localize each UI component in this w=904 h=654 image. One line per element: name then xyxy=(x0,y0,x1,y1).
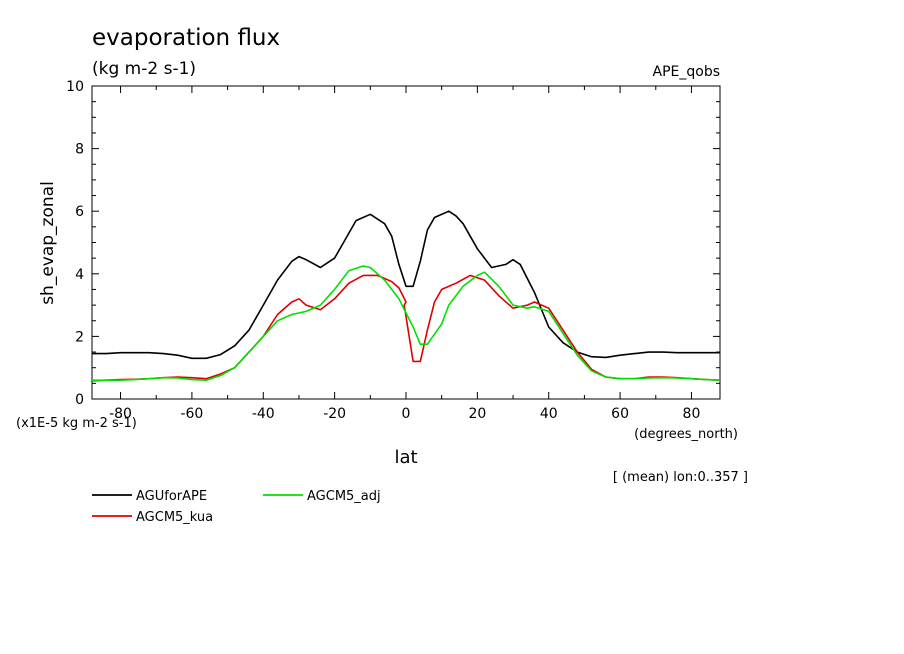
y-axis-label: sh_evap_zonal xyxy=(38,181,58,305)
y-tick-label: 4 xyxy=(75,267,84,283)
y-tick-label: 8 xyxy=(75,142,84,158)
footnote: [ (mean) lon:0..357 ] xyxy=(613,470,748,485)
legend-label: AGUforAPE xyxy=(136,489,207,504)
x-tick-label: 20 xyxy=(468,406,486,422)
x-tick-label: -20 xyxy=(323,406,346,422)
legend-label: AGCM5_adj xyxy=(307,489,381,504)
y-tick-label: 10 xyxy=(66,79,84,95)
x-tick-label: 40 xyxy=(540,406,558,422)
y-scale-note: (x1E-5 kg m-2 s-1) xyxy=(16,416,137,431)
dataset-label: APE_qobs xyxy=(653,64,721,80)
y-tick-label: 0 xyxy=(75,392,84,408)
series-lines xyxy=(91,210,721,382)
y-tick-label: 2 xyxy=(75,329,84,345)
legend: AGUforAPE AGCM5_kua AGCM5_adj xyxy=(92,489,381,525)
x-axis-units: (degrees_north) xyxy=(634,427,738,442)
x-tick-label: -40 xyxy=(252,406,275,422)
axis-ticks: -80 -60 -40 -20 0 20 40 60 80 0 2 4 6 8 10 xyxy=(66,79,720,422)
series-line-AGCM5_adj xyxy=(92,265,721,382)
x-axis-label: lat xyxy=(394,447,417,468)
plot-frame xyxy=(91,85,721,400)
x-tick-label: 80 xyxy=(683,406,701,422)
x-tick-label: 0 xyxy=(402,406,411,422)
plot-area: -80 -60 -40 -20 0 20 40 60 80 0 2 4 6 8 10 xyxy=(66,79,721,422)
x-tick-label: -80 xyxy=(109,406,132,422)
series-line-AGCM5_kua xyxy=(91,274,721,382)
y-tick-label: 6 xyxy=(75,204,84,220)
chart-title: evaporation flux xyxy=(92,25,280,51)
legend-label: AGCM5_kua xyxy=(136,510,213,525)
series-line-AGUforAPE xyxy=(92,210,720,360)
chart-units: (kg m-2 s-1) xyxy=(92,59,196,79)
x-tick-label: 60 xyxy=(611,406,629,422)
x-tick-label: -60 xyxy=(180,406,203,422)
